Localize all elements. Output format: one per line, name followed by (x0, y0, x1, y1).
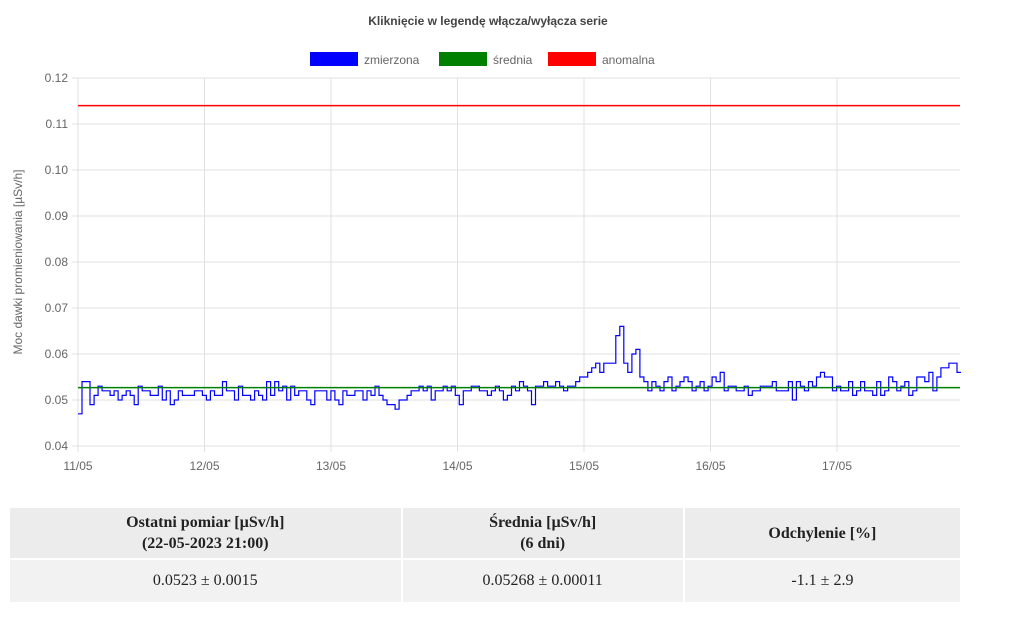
legend-label: anomalna (602, 53, 655, 67)
deviation-header: Odchylenie [%] (684, 508, 960, 558)
y-tick-label: 0.11 (46, 117, 69, 131)
y-tick-label: 0.09 (45, 209, 69, 223)
last-measurement-header: Ostatni pomiar [µSv/h] (22-05-2023 21:00… (10, 508, 401, 558)
x-tick-label: 11/05 (63, 459, 92, 473)
legend: zmierzona średnia anomalna (310, 52, 655, 67)
legend-item-anomalna[interactable]: anomalna (548, 52, 655, 67)
x-tick-label: 16/05 (695, 459, 725, 473)
y-tick-label: 0.07 (45, 301, 69, 315)
average-header: Średnia [µSv/h] (6 dni) (402, 508, 683, 558)
stats-table: Ostatni pomiar [µSv/h] (22-05-2023 21:00… (8, 506, 962, 604)
stats-value-row: 0.0523 ± 0.0015 0.05268 ± 0.00011 -1.1 ±… (10, 560, 960, 602)
series-group (78, 104, 961, 415)
deviation-header-line1: Odchylenie [%] (768, 524, 877, 542)
legend-label: zmierzona (364, 53, 420, 67)
x-tick-label: 14/05 (442, 459, 472, 473)
average-header-line2: (6 dni) (520, 535, 566, 552)
x-tick-label: 15/05 (569, 459, 599, 473)
y-tick-label: 0.06 (45, 347, 69, 361)
legend-swatch (310, 52, 358, 66)
chart-title: Kliknięcie w legendę włącza/wyłącza seri… (368, 14, 608, 28)
average-value: 0.05268 ± 0.00011 (402, 560, 683, 602)
last-measurement-header-line2: (22-05-2023 21:00) (141, 535, 269, 552)
x-tick-label: 17/05 (822, 459, 852, 473)
legend-item-średnia[interactable]: średnia (439, 52, 533, 67)
x-tick-label: 13/05 (316, 459, 346, 473)
grid (72, 77, 960, 452)
legend-label: średnia (493, 53, 533, 67)
x-tick-label: 12/05 (189, 459, 219, 473)
legend-swatch (439, 52, 487, 66)
last-measurement-header-line1: Ostatni pomiar [µSv/h] (126, 514, 285, 531)
legend-item-zmierzona[interactable]: zmierzona (310, 52, 420, 67)
y-tick-label: 0.08 (45, 255, 69, 269)
stats-header-row: Ostatni pomiar [µSv/h] (22-05-2023 21:00… (10, 508, 960, 558)
y-tick-label: 0.12 (45, 71, 69, 85)
deviation-value: -1.1 ± 2.9 (684, 560, 960, 602)
radiation-chart: Kliknięcie w legendę włącza/wyłącza seri… (11, 14, 961, 473)
legend-swatch (548, 52, 596, 66)
x-axis-ticks: 11/05 12/05 13/05 14/05 15/05 16/05 17/05 (63, 459, 852, 473)
y-axis-ticks: 0.04 0.05 0.06 0.07 0.08 0.09 0.10 0.11 0.12 (45, 71, 69, 453)
last-measurement-value: 0.0523 ± 0.0015 (10, 560, 401, 602)
y-tick-label: 0.05 (45, 393, 69, 407)
y-tick-label: 0.04 (45, 439, 69, 453)
y-axis-label: Moc dawki promieniowania [µSv/h] (11, 170, 25, 355)
series-line-zmierzona (78, 325, 961, 415)
average-header-line1: Średnia [µSv/h] (489, 514, 597, 531)
y-tick-label: 0.10 (45, 163, 69, 177)
